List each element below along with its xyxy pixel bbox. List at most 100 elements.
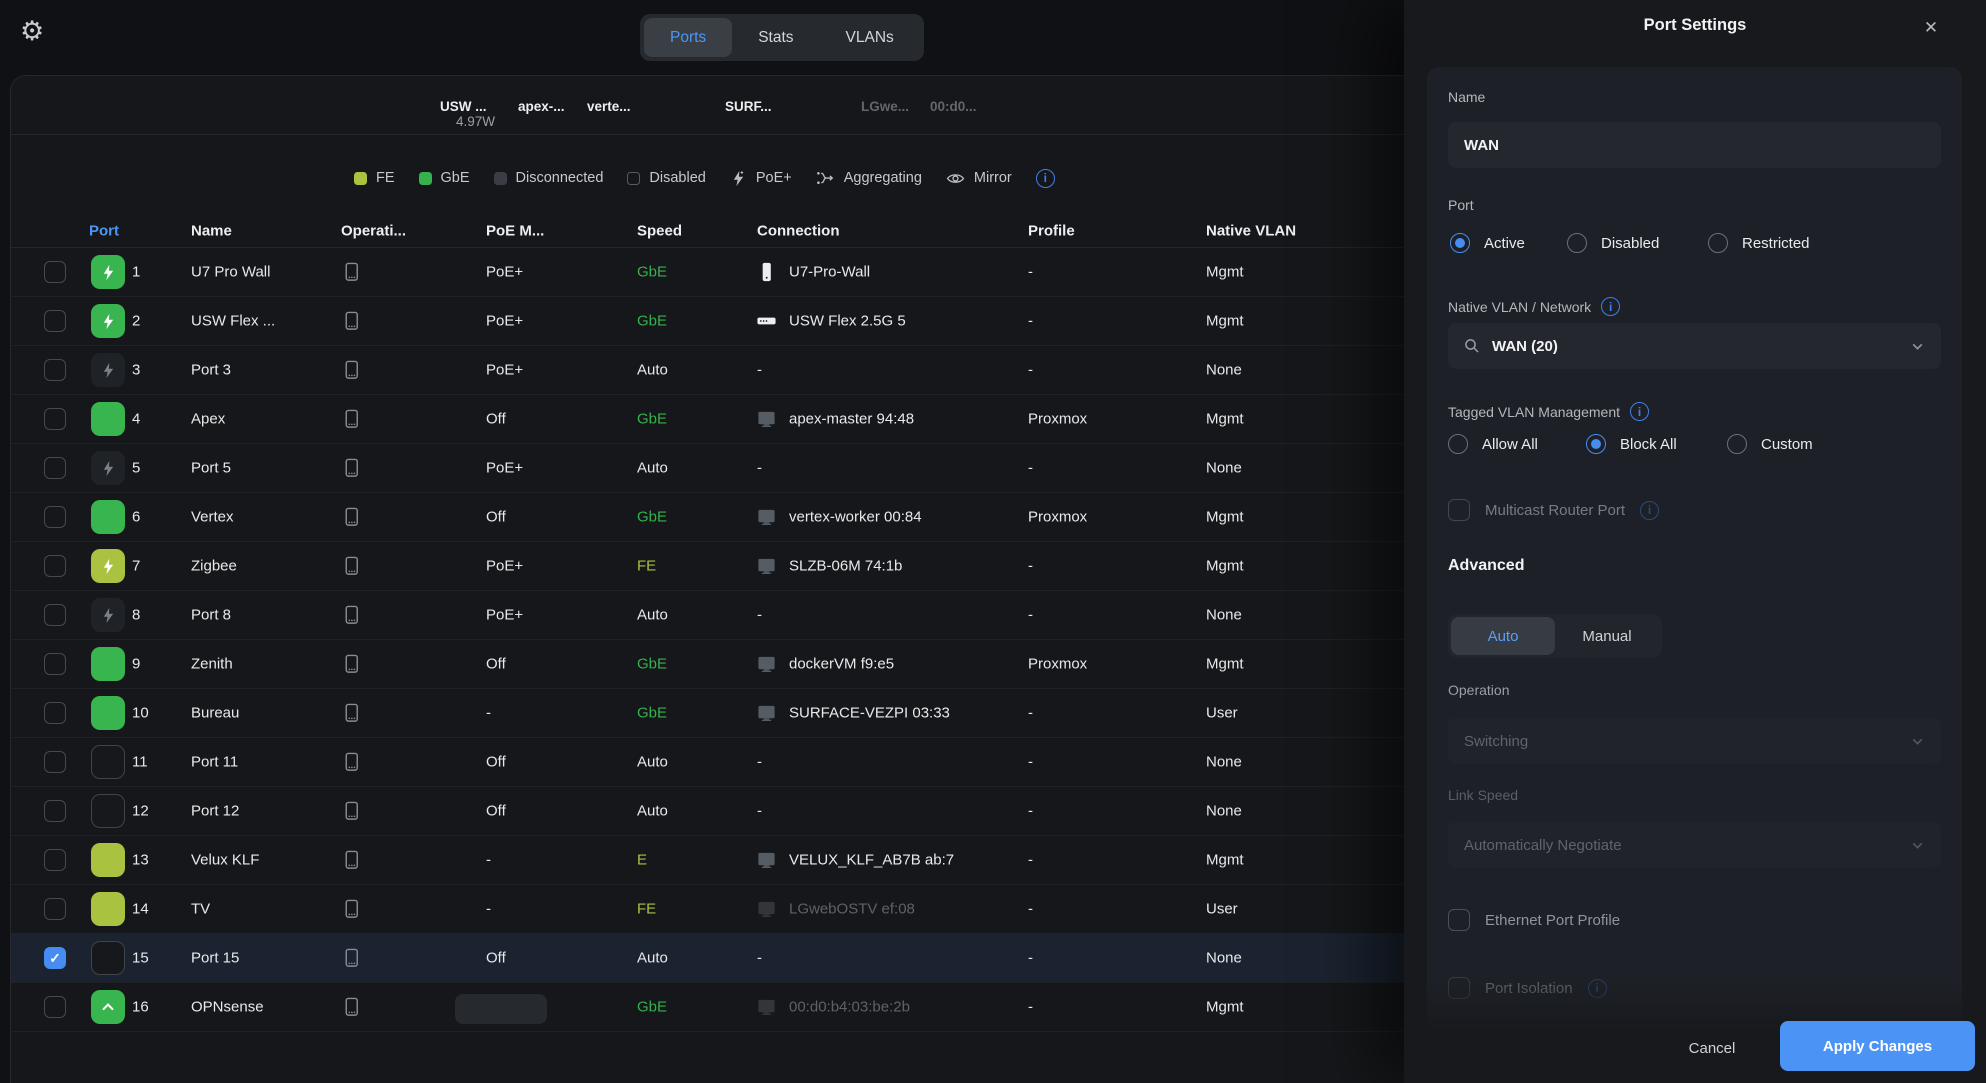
pagination-stub[interactable] [455,994,547,1024]
close-icon[interactable]: ✕ [1917,14,1945,42]
row-checkbox[interactable] [44,359,66,381]
row-checkbox[interactable] [44,555,66,577]
connection: SURFACE-VEZPI 03:33 [789,705,1024,722]
speed: GbE [637,705,667,722]
native-vlan-select[interactable]: WAN (20) [1448,323,1941,369]
port-name: TV [191,901,341,918]
checkbox-box[interactable] [1448,499,1470,521]
tagged-vlan-label: Tagged VLAN Management i [1448,402,1649,421]
port-number: 5 [132,460,140,477]
row-checkbox[interactable] [44,751,66,773]
row-checkbox[interactable] [44,506,66,528]
speed: Auto [637,803,668,820]
port-name: Zenith [191,656,341,673]
poe-bolt-icon [730,170,747,187]
col-header-port[interactable]: Port [89,222,119,239]
radio-circle[interactable] [1567,233,1587,253]
radio-circle[interactable] [1586,434,1606,454]
tab-vlans[interactable]: VLANs [820,18,920,57]
col-header-poe-mode[interactable]: PoE M... [486,222,544,239]
row-checkbox[interactable] [44,653,66,675]
radio-label: Custom [1761,436,1813,453]
multicast-info-icon[interactable]: i [1640,501,1659,520]
tagged-vlan-info-icon[interactable]: i [1630,402,1649,421]
radio-disabled[interactable]: Disabled [1567,232,1659,254]
radio-block-all[interactable]: Block All [1586,433,1677,455]
connection: apex-master 94:48 [789,411,1024,428]
tab-stats[interactable]: Stats [732,18,819,57]
poe-mode: PoE+ [486,362,523,379]
apply-changes-button[interactable]: Apply Changes [1780,1021,1975,1071]
native-vlan: None [1206,607,1242,624]
tab-ports[interactable]: Ports [644,18,732,57]
row-checkbox[interactable] [44,996,66,1018]
switch-device-icon [341,752,362,773]
port-number: 3 [132,362,140,379]
row-checkbox[interactable] [44,898,66,920]
radio-custom[interactable]: Custom [1727,433,1813,455]
radio-circle[interactable] [1727,434,1747,454]
port-status-icon [91,745,125,779]
ethernet-port-profile-checkbox[interactable]: Ethernet Port Profile [1448,909,1620,931]
row-checkbox[interactable] [44,457,66,479]
switch-device-icon [341,262,362,283]
name-input[interactable] [1448,122,1941,168]
connection: - [757,754,992,771]
native-vlan-info-icon[interactable]: i [1601,297,1620,316]
col-header-speed[interactable]: Speed [637,222,682,239]
native-vlan: None [1206,950,1242,967]
port-status-icon [91,549,125,583]
legend-disconnected: Disconnected [494,170,604,186]
poe-mode: Off [486,411,506,428]
row-checkbox[interactable] [44,408,66,430]
row-checkbox[interactable] [44,261,66,283]
radio-restricted[interactable]: Restricted [1708,232,1810,254]
row-checkbox[interactable] [44,702,66,724]
radio-allow-all[interactable]: Allow All [1448,433,1538,455]
row-checkbox[interactable] [44,849,66,871]
row-checkbox[interactable] [44,310,66,332]
profile: - [1028,558,1033,575]
port-name: OPNsense [191,999,341,1016]
mode-manual[interactable]: Manual [1555,617,1659,655]
mode-auto[interactable]: Auto [1451,617,1555,655]
port-number: 2 [132,313,140,330]
profile: - [1028,852,1033,869]
row-checkbox[interactable] [44,604,66,626]
col-header-profile[interactable]: Profile [1028,222,1075,239]
connection-device-icon [756,850,777,871]
connection-device-icon [756,703,777,724]
native-vlan: Mgmt [1206,999,1244,1016]
col-header-connection[interactable]: Connection [757,222,840,239]
radio-circle[interactable] [1450,233,1470,253]
poe-mode: - [486,852,491,869]
checkbox-box[interactable] [1448,909,1470,931]
port-number: 16 [132,999,149,1016]
multicast-router-port-checkbox[interactable]: Multicast Router Port i [1448,499,1659,521]
legend-info-icon[interactable]: i [1036,169,1055,188]
radio-circle[interactable] [1708,233,1728,253]
radio-circle[interactable] [1448,434,1468,454]
col-header-operation[interactable]: Operati... [341,222,406,239]
profile: - [1028,460,1033,477]
port-number: 11 [132,754,148,771]
tagged-vlan-label-text: Tagged VLAN Management [1448,404,1620,420]
radio-active[interactable]: Active [1450,232,1525,254]
speed: FE [637,558,656,575]
col-header-native-vlan[interactable]: Native VLAN [1206,222,1296,239]
poe-mode: Off [486,754,506,771]
port-number: 8 [132,607,140,624]
settings-gear-icon[interactable]: ⚙ [20,18,44,45]
col-header-name[interactable]: Name [191,222,232,239]
connection: - [757,950,992,967]
native-vlan: None [1206,362,1242,379]
legend-label: FE [376,170,395,186]
view-tabs: Ports Stats VLANs [640,14,924,61]
cancel-button[interactable]: Cancel [1662,1026,1762,1070]
name-label: Name [1448,89,1485,105]
speed: Auto [637,460,668,477]
row-checkbox[interactable] [44,947,66,969]
row-checkbox[interactable] [44,800,66,822]
port-name: USW Flex ... [191,313,341,330]
device-strip-label: SURF... [725,99,772,114]
